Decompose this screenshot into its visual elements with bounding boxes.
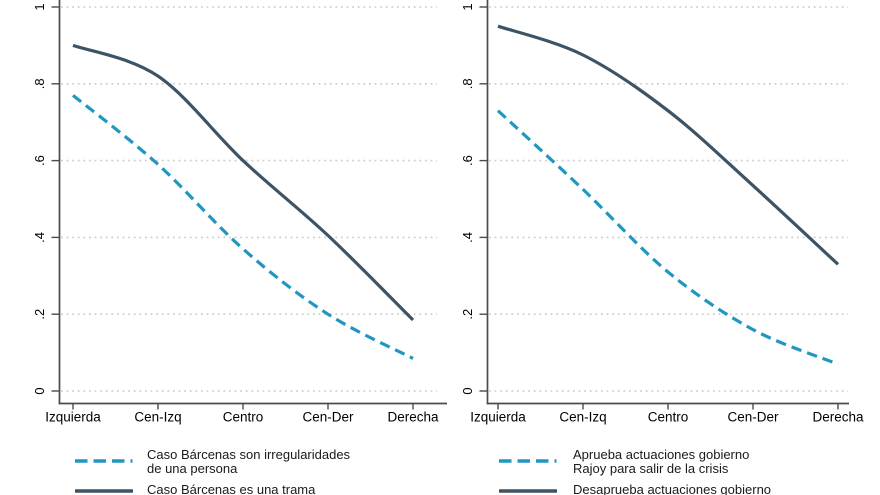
y-axis-tick-label: .6 <box>460 155 475 166</box>
x-axis-tick-label: Derecha <box>812 410 864 425</box>
y-axis-tick-label: .4 <box>460 232 475 243</box>
y-axis-tick-label: 0 <box>32 387 47 394</box>
legend-label-line1: Caso Bárcenas es una trama <box>147 482 316 495</box>
legend-label: Aprueba actuaciones gobierno Rajoy para … <box>573 448 749 476</box>
legend-label-line1: Aprueba actuaciones gobierno <box>573 447 750 462</box>
x-axis-tick-label: Cen-Izq <box>134 410 181 425</box>
y-axis-tick-label: 1 <box>32 3 47 10</box>
y-axis-tick-label: 0 <box>460 387 475 394</box>
y-axis-tick-label: .8 <box>32 78 47 89</box>
x-axis-tick-label: Izquierda <box>45 410 101 425</box>
series-line-dashed <box>71 94 414 360</box>
legend-label: Caso Bárcenas son irregularidades de una… <box>147 448 350 476</box>
x-axis-tick-label: Cen-Der <box>302 410 354 425</box>
x-axis-tick-label: Centro <box>223 410 264 425</box>
legend-label-clipped: Caso Bárcenas es una trama <box>147 483 315 495</box>
y-axis-tick-label: .2 <box>32 309 47 320</box>
legend-label-line1: Desaprueba actuaciones gobierno <box>573 482 772 495</box>
charts-svg: 0 .2 .4 .6 .8 1 Izquierda Cen-Izq Centro Cen-Der D… <box>32 0 864 425</box>
legend-marker-solid <box>75 489 133 493</box>
y-axis-tick-label: 1 <box>460 3 475 10</box>
legend-label-clipped: Desaprueba actuaciones gobierno <box>573 483 771 495</box>
legend-marker-dashed <box>75 459 133 463</box>
x-axis-tick-label: Centro <box>648 410 689 425</box>
y-axis-tick-label: .6 <box>32 155 47 166</box>
legend-marker-solid <box>499 489 557 493</box>
x-axis-tick-label: Cen-Der <box>727 410 779 425</box>
x-axis-tick-label: Izquierda <box>470 410 526 425</box>
series-line-solid <box>72 43 415 322</box>
y-axis-tick-label: .2 <box>460 309 475 320</box>
legend-label-line1: Caso Bárcenas son irregularidades <box>147 447 351 462</box>
legend-marker-dashed <box>499 459 557 463</box>
legend-label-line2: Rajoy para salir de la crisis <box>573 461 729 476</box>
series-line-solid <box>497 24 840 266</box>
x-axis-tick-label: Cen-Izq <box>559 410 606 425</box>
legend-label-line2: de una persona <box>147 461 238 476</box>
x-axis-tick-label: Derecha <box>387 410 439 425</box>
series-line-dashed <box>496 109 839 366</box>
y-axis-tick-label: .4 <box>32 232 47 243</box>
y-axis-tick-label: .8 <box>460 78 475 89</box>
